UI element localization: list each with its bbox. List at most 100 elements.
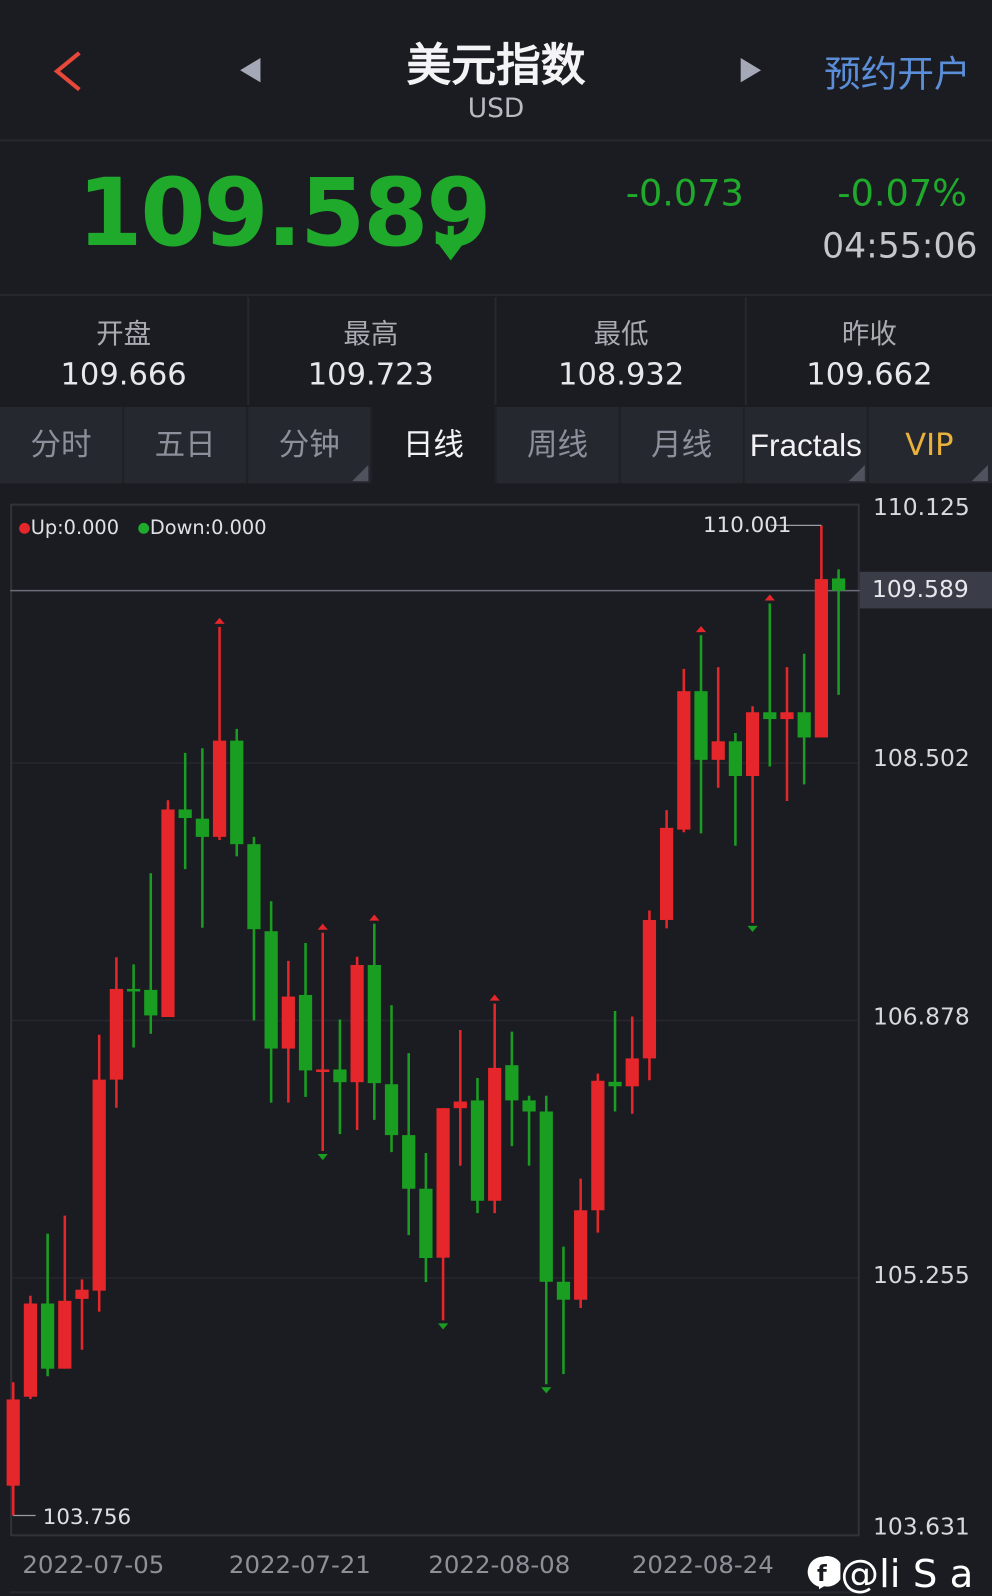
- chart-legend: ●Up:0.000 ●Down:0.000: [18, 517, 266, 539]
- candle-body: [522, 1100, 536, 1112]
- back-chevron-icon[interactable]: [51, 49, 86, 94]
- fractal-up-marker: [764, 594, 775, 601]
- divider: [0, 294, 992, 297]
- fractal-up-marker: [317, 923, 328, 930]
- fractal-down-marker: [317, 1154, 328, 1161]
- candle-body: [367, 964, 381, 1084]
- candle-body: [711, 741, 725, 760]
- tab-label: VIP: [905, 427, 954, 463]
- candle-body: [58, 1300, 72, 1369]
- candle-body: [660, 827, 674, 920]
- fractal-up-marker: [489, 994, 500, 1001]
- candle-body: [402, 1135, 416, 1189]
- candle-body: [728, 741, 743, 777]
- svg-text:f: f: [817, 1561, 827, 1587]
- tab-label: Fractals: [749, 427, 862, 463]
- candle-body: [384, 1084, 399, 1136]
- prev-triangle-icon[interactable]: [238, 57, 262, 83]
- fractal-down-marker: [438, 1323, 449, 1330]
- x-tick-label: 2022-07-05: [22, 1550, 165, 1580]
- candle-body: [6, 1399, 20, 1486]
- candle-body: [281, 996, 295, 1049]
- candle-body: [316, 1069, 330, 1073]
- stat-label: 开盘: [96, 318, 152, 350]
- open-account-button[interactable]: 预约开户: [824, 53, 971, 96]
- candle-body: [453, 1101, 467, 1109]
- y-tick-label: 103.631: [872, 1513, 970, 1541]
- fractal-down-marker: [541, 1387, 552, 1394]
- candle-body: [505, 1065, 519, 1101]
- stat-value: 109.662: [806, 357, 933, 393]
- tab-label: 周线: [527, 427, 589, 463]
- chart-plot-area[interactable]: [10, 503, 860, 1537]
- y-tick-label: 105.255: [872, 1262, 970, 1290]
- x-tick-label: 2022-08-08: [428, 1550, 571, 1580]
- legend-up-dot-icon: ●: [18, 519, 31, 537]
- tab-five-day[interactable]: 五日: [124, 406, 249, 484]
- tab-minute[interactable]: 分钟: [248, 406, 373, 484]
- max-price-label: 110.001: [703, 512, 792, 538]
- candle-body: [470, 1100, 485, 1201]
- candle-body: [539, 1111, 553, 1282]
- candle-body: [608, 1081, 622, 1087]
- tab-label: 月线: [651, 427, 713, 463]
- watermark-text: @li S a: [840, 1551, 974, 1596]
- candle-body: [694, 691, 708, 760]
- candle-body: [436, 1108, 450, 1258]
- candle-body: [41, 1303, 55, 1369]
- candle-body: [642, 919, 657, 1059]
- stat-high: 最高 109.723: [247, 297, 497, 405]
- tab-monthly[interactable]: 月线: [621, 406, 745, 484]
- candle-body: [831, 578, 846, 591]
- divider: [0, 139, 992, 142]
- candle-body: [109, 988, 124, 1080]
- last-price: 109.589: [77, 158, 491, 268]
- candle-body: [298, 994, 313, 1071]
- stat-label: 昨收: [841, 318, 897, 350]
- quote-time: 04:55:06: [822, 225, 978, 267]
- tab-daily[interactable]: 日线: [372, 406, 497, 484]
- min-price-label: 103.756: [42, 1504, 132, 1530]
- candle-body: [488, 1067, 502, 1201]
- next-triangle-icon[interactable]: [739, 57, 763, 83]
- down-arrow-icon: [438, 225, 463, 261]
- stat-value: 109.723: [307, 357, 434, 393]
- candle-body: [333, 1069, 347, 1083]
- stat-label: 最低: [593, 318, 649, 350]
- tab-intraday[interactable]: 分时: [0, 406, 125, 484]
- candle-body: [556, 1281, 571, 1300]
- stat-value: 108.932: [558, 357, 685, 393]
- divider: [10, 1591, 860, 1594]
- tab-label: 五日: [154, 427, 216, 463]
- x-tick-label: 2022-08-24: [631, 1550, 774, 1580]
- stat-low: 最低 108.932: [498, 297, 747, 405]
- candle-body: [178, 809, 192, 819]
- y-tick-label: 108.502: [872, 745, 970, 773]
- legend-up: Up:0.000: [30, 516, 120, 540]
- tab-weekly[interactable]: 周线: [497, 406, 621, 484]
- fractal-up-marker: [369, 914, 380, 921]
- tab-vip[interactable]: VIP: [869, 407, 990, 483]
- candle-body: [763, 712, 777, 720]
- y-tick-label: 106.878: [872, 1004, 970, 1031]
- stat-prev-close: 昨收 109.662: [747, 297, 992, 405]
- candle-body: [419, 1188, 433, 1259]
- price-change-pct: -0.07%: [837, 172, 967, 215]
- candle-body: [195, 818, 209, 837]
- candle-body: [574, 1210, 588, 1300]
- candle-body: [350, 964, 364, 1083]
- candle-body: [780, 712, 794, 720]
- candle-body: [144, 989, 158, 1016]
- legend-down-dot-icon: ●: [137, 519, 150, 537]
- candle-body: [161, 809, 175, 1018]
- tab-fractals[interactable]: Fractals: [745, 406, 869, 484]
- legend-down: Down:0.000: [149, 516, 267, 540]
- stat-label: 最高: [343, 318, 399, 350]
- tab-label: 日线: [402, 427, 464, 463]
- candle-body: [75, 1289, 89, 1299]
- current-price-label: 109.589: [859, 571, 992, 609]
- fractal-up-marker: [695, 626, 707, 633]
- candle-body: [212, 740, 227, 837]
